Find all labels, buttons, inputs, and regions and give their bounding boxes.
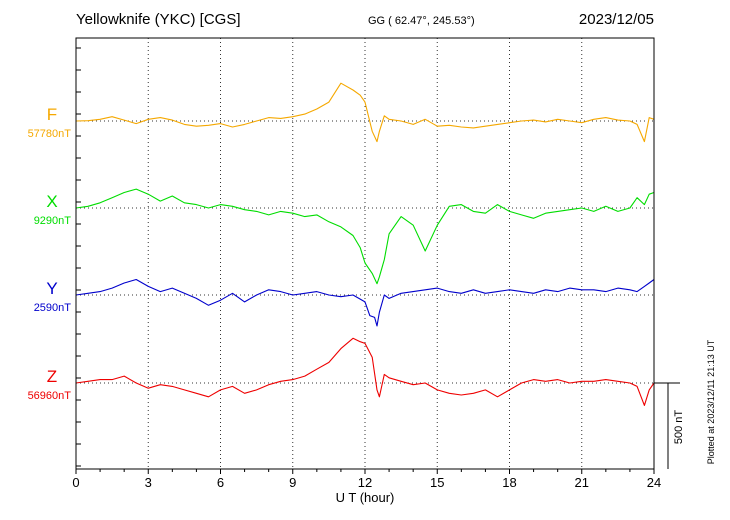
series-name-x: X [46,192,57,211]
series-line-z [75,337,655,406]
scale-bar-label: 500 nT [673,410,685,445]
x-tick-label: 15 [430,475,444,490]
series-name-z: Z [47,367,57,386]
plotted-note: Plotted at 2023/12/11 21:13 UT [706,339,716,464]
x-tick-label: 3 [145,475,152,490]
series-line-x [75,188,655,285]
series-line-y [75,278,655,327]
x-tick-label: 18 [502,475,516,490]
series-baseline-label-z: 56960nT [28,390,72,402]
x-axis: 0 3 6 9 12 15 18 21 24 [72,47,661,490]
x-tick-label: 9 [289,475,296,490]
x-tick-label: 12 [358,475,372,490]
x-tick-label: 24 [647,475,661,490]
x-tick-label: 0 [72,475,79,490]
series-baseline-label-f: 57780nT [28,128,72,140]
scale-bar: 500 nT [654,382,685,469]
x-tick-label: 6 [217,475,224,490]
series-labels: F 57780nT X 9290nT Y 2590nT Z 56960nT [28,105,72,402]
chart-date: 2023/12/05 [579,11,654,28]
chart-subtitle: GG ( 62.47°, 245.53°) [368,15,475,27]
series-line-f [75,82,655,143]
x-tick-label: 21 [575,475,589,490]
series-layer [75,82,655,406]
series-name-y: Y [46,279,57,298]
grid [76,38,654,469]
chart-title: Yellowknife (YKC) [CGS] [76,11,241,28]
series-baseline-label-y: 2590nT [34,302,72,314]
series-name-f: F [47,105,57,124]
series-baseline-label-x: 9290nT [34,215,72,227]
x-axis-label: U T (hour) [336,490,395,505]
